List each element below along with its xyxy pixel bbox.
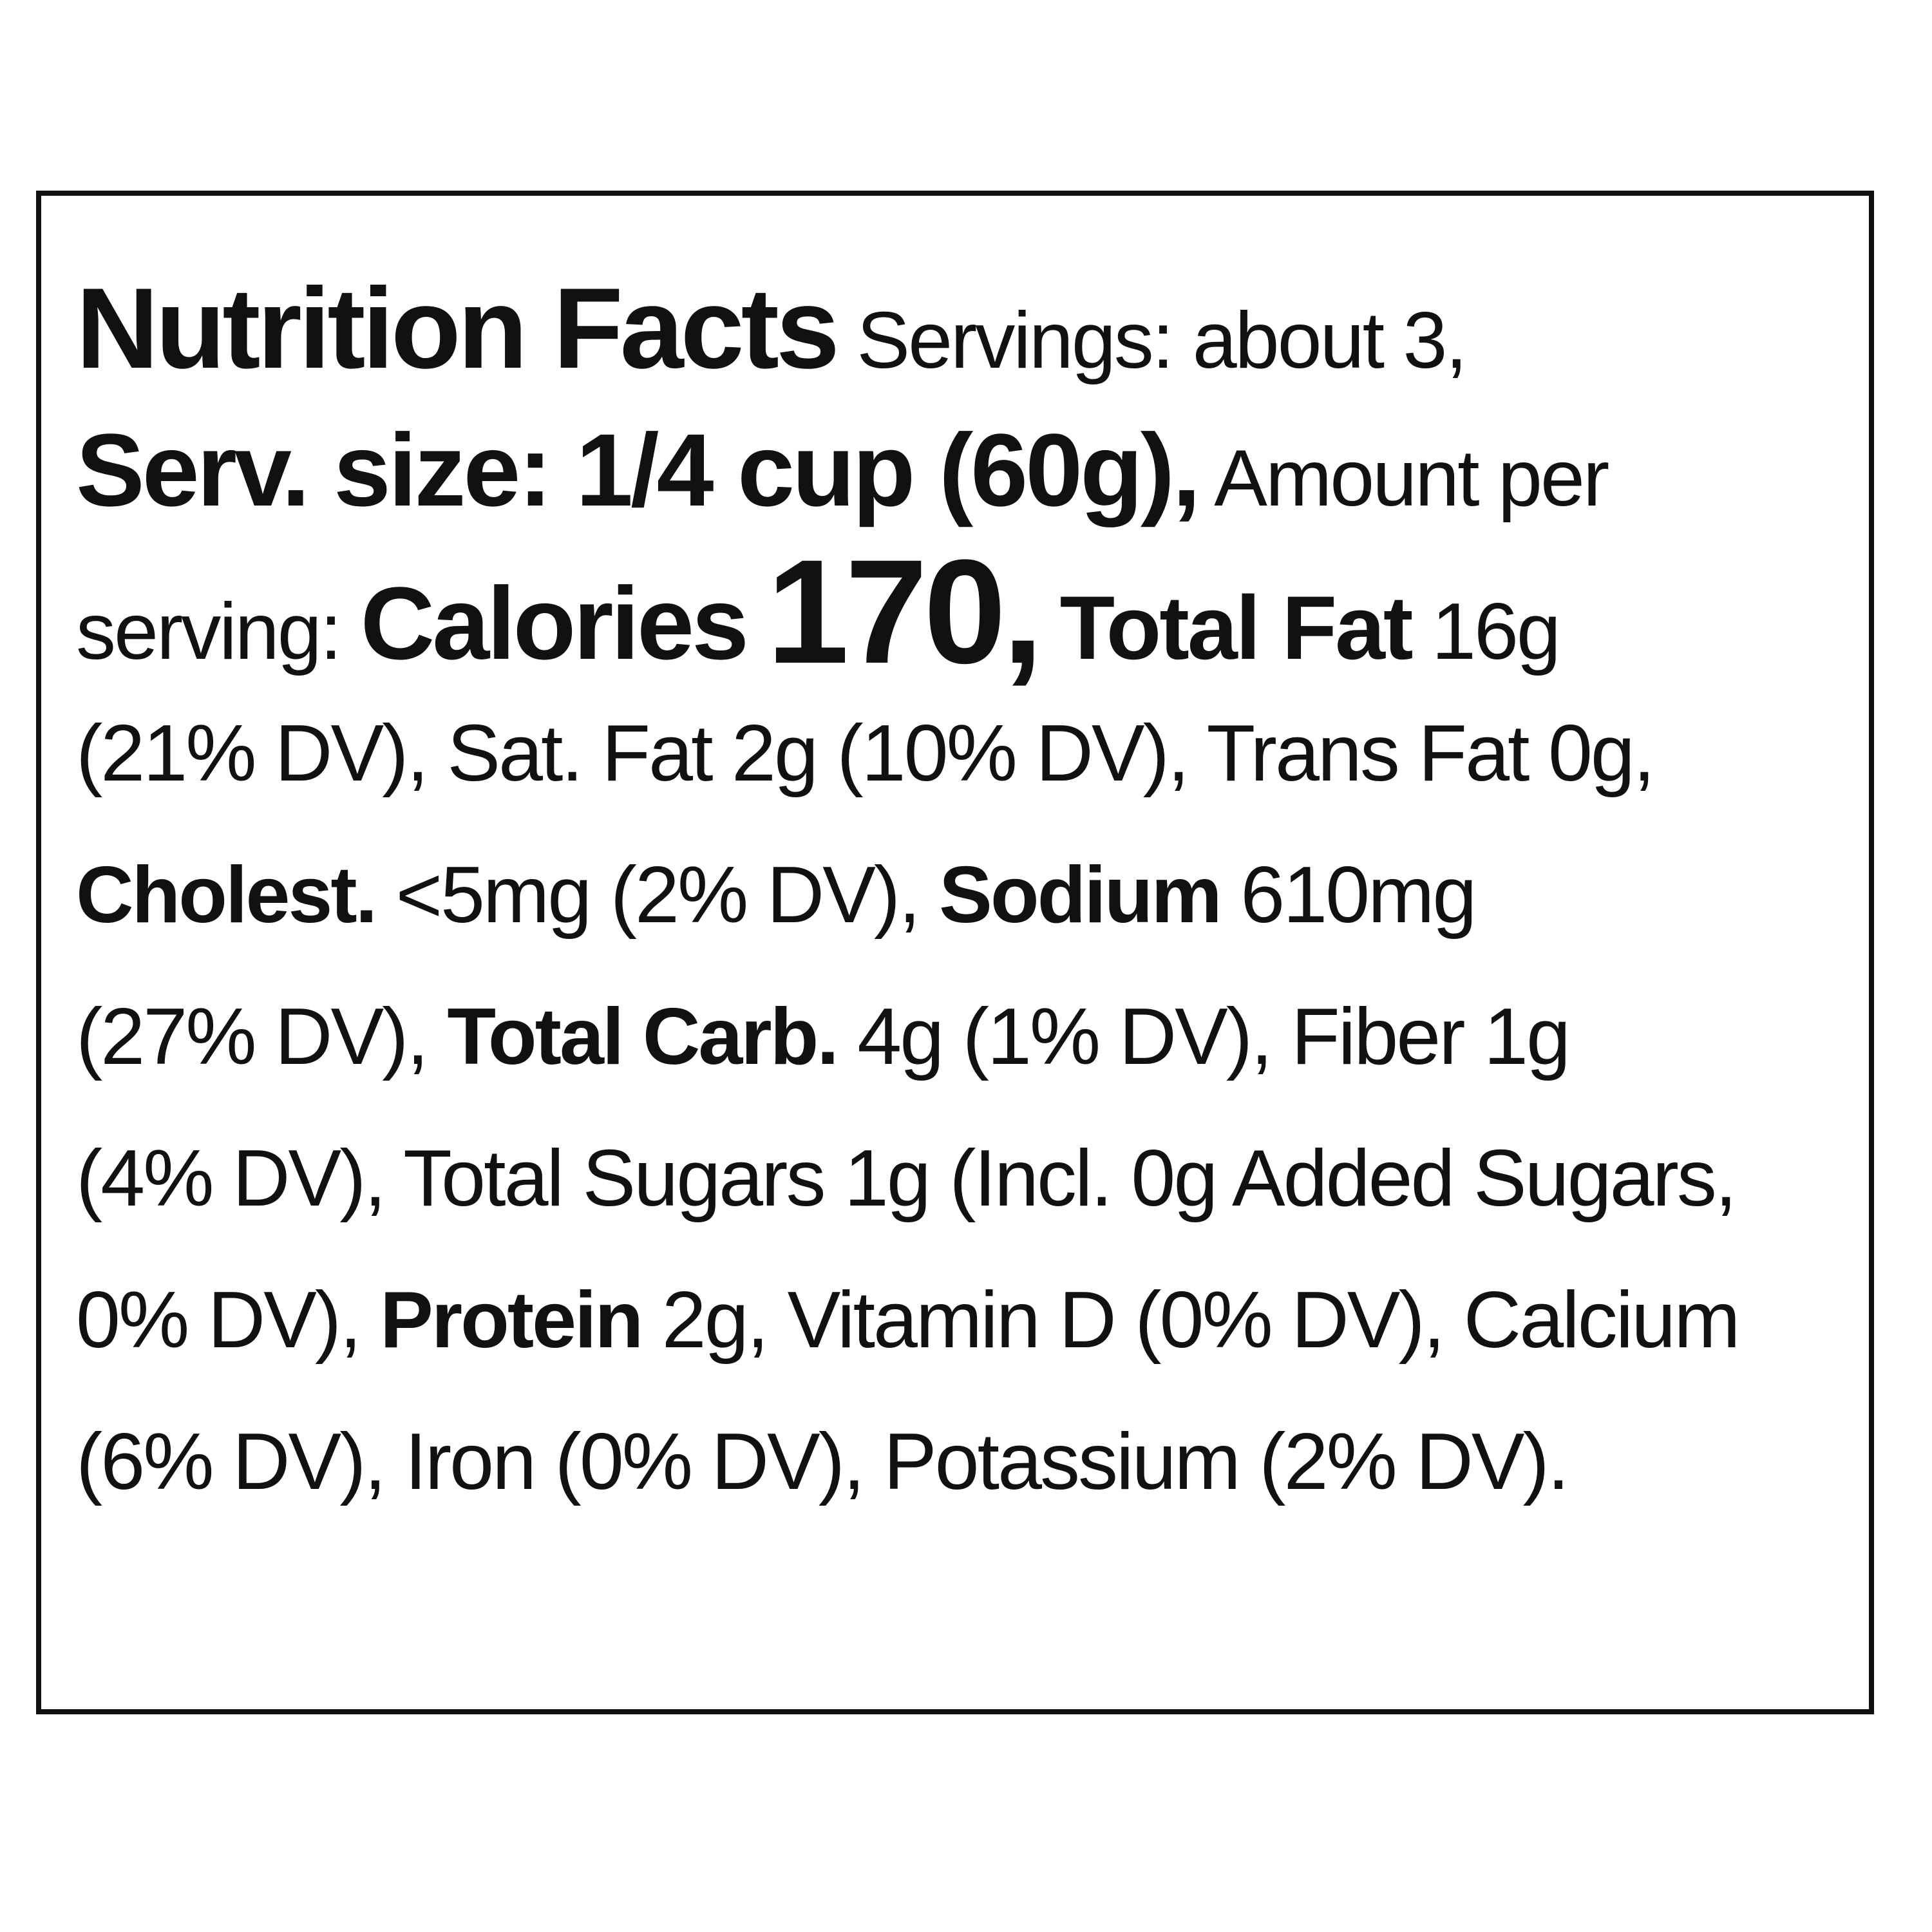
serving-prefix: serving: <box>76 587 361 676</box>
nutrition-facts-title: Nutrition Facts <box>76 264 840 392</box>
total-fat-value: 16g <box>1411 587 1561 676</box>
cholesterol-label: Cholest. <box>76 851 377 940</box>
sodium-dv: (27% DV), <box>76 992 448 1081</box>
sodium-value: 610mg <box>1220 851 1477 940</box>
label-line-9: (6% DV), Iron (0% DV), Potassium (2% DV)… <box>76 1417 1569 1506</box>
amount-per-text: Amount per <box>1198 434 1609 523</box>
added-sugars-dv: 0% DV), <box>76 1276 381 1365</box>
label-line-1: Nutrition Facts Servings: about 3, <box>76 258 1828 399</box>
total-carb-label: Total Carb. <box>447 992 838 1081</box>
sodium-label: Sodium <box>939 851 1222 940</box>
nutrition-facts-text: Nutrition Facts Servings: about 3, Serv.… <box>76 258 1828 1533</box>
label-line-5: Cholest. <5mg (2% DV), Sodium 610mg <box>76 824 1828 966</box>
label-line-4: (21% DV), Sat. Fat 2g (10% DV), Trans Fa… <box>76 709 1655 798</box>
label-line-7: (4% DV), Total Sugars 1g (Incl. 0g Added… <box>76 1134 1737 1223</box>
servings-text: Servings: about 3, <box>836 296 1468 385</box>
total-fat-label: Total Fat <box>1059 577 1414 678</box>
protein-value: 2g, Vitamin D (0% DV), Calcium <box>641 1276 1741 1365</box>
serving-size: Serv. size: 1/4 cup (60g), <box>76 412 1201 527</box>
total-carb-value: 4g (1% DV), Fiber 1g <box>837 992 1571 1081</box>
label-line-3: serving: Calories 170, Total Fat 16g <box>76 538 1828 686</box>
calories-label: Calories <box>360 565 749 681</box>
calories-value: 170, <box>766 529 1044 694</box>
label-line-8: 0% DV), Protein 2g, Vitamin D (0% DV), C… <box>76 1249 1828 1391</box>
nutrition-label-border <box>36 191 1874 1714</box>
protein-label: Protein <box>380 1276 643 1365</box>
label-line-6: (27% DV), Total Carb. 4g (1% DV), Fiber … <box>76 966 1828 1108</box>
label-line-2: Serv. size: 1/4 cup (60g), Amount per <box>76 399 1828 541</box>
cholesterol-value: <5mg (2% DV), <box>375 851 940 940</box>
